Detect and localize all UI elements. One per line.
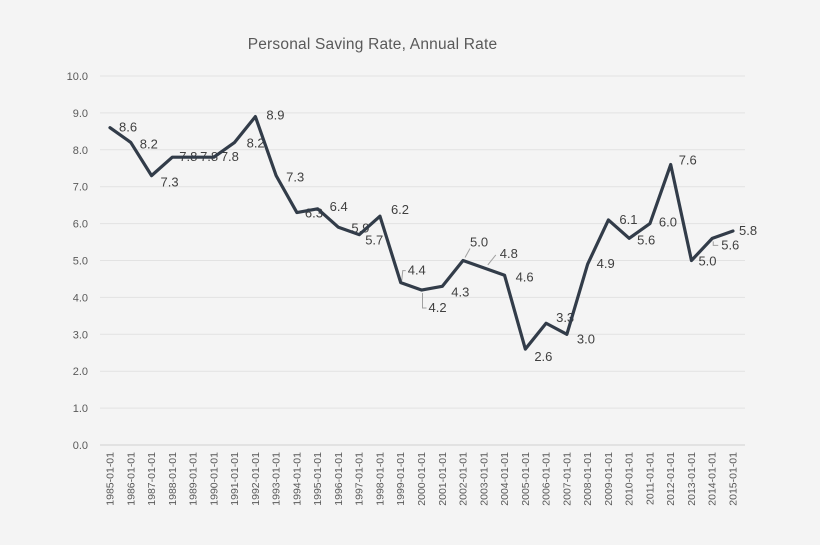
- y-axis-tick-label: 1.0: [73, 403, 88, 415]
- chart-title: Personal Saving Rate, Annual Rate: [247, 36, 498, 53]
- x-axis-tick-label: 2011-01-01: [644, 452, 656, 505]
- x-axis-tick-label: 1988-01-01: [167, 452, 179, 506]
- x-axis-tick-label: 2007-01-01: [561, 452, 573, 506]
- x-axis-tick-label: 2015-01-01: [728, 452, 740, 506]
- data-label: 6.4: [330, 199, 348, 214]
- label-leader-line: [464, 248, 471, 258]
- x-axis-tick-label: 2006-01-01: [541, 452, 553, 506]
- x-axis-tick-label: 1997-01-01: [354, 452, 366, 506]
- data-label: 4.8: [500, 246, 518, 261]
- x-axis-tick-label: 2009-01-01: [603, 452, 615, 506]
- data-label: 8.2: [140, 136, 158, 151]
- x-axis-tick-label: 1998-01-01: [374, 452, 386, 506]
- x-axis-tick-label: 2004-01-01: [499, 452, 511, 506]
- x-axis-tick-label: 1993-01-01: [271, 452, 283, 506]
- label-leader-line: [401, 270, 406, 281]
- data-label: 4.3: [451, 284, 469, 299]
- x-axis-tick-label: 2003-01-01: [478, 452, 490, 506]
- data-label: 4.6: [516, 269, 534, 284]
- data-label: 7.3: [161, 175, 179, 190]
- y-axis-tick-label: 0.0: [73, 440, 88, 452]
- x-axis-tick-label: 2001-01-01: [437, 452, 449, 506]
- data-label: 5.6: [721, 237, 739, 252]
- data-label: 6.2: [391, 202, 409, 217]
- data-label: 4.9: [597, 256, 615, 271]
- data-label: 4.2: [429, 300, 447, 315]
- label-leader-line: [422, 293, 427, 309]
- x-axis-tick-label: 2000-01-01: [416, 452, 428, 506]
- label-leader-line: [487, 254, 497, 266]
- data-label: 5.0: [698, 254, 716, 269]
- data-label: 8.2: [247, 135, 265, 150]
- x-axis-tick-label: 1985-01-01: [105, 452, 117, 506]
- data-label: 5.6: [637, 232, 655, 247]
- y-axis-tick-label: 4.0: [73, 292, 88, 304]
- y-axis-tick-label: 9.0: [73, 108, 88, 120]
- x-axis-tick-label: 1990-01-01: [208, 452, 220, 506]
- x-axis-tick-label: 1987-01-01: [146, 452, 158, 506]
- x-axis-tick-label: 1994-01-01: [291, 452, 303, 506]
- y-axis-tick-label: 3.0: [73, 329, 88, 341]
- y-axis-tick-label: 6.0: [73, 219, 88, 231]
- data-label: 2.6: [534, 349, 552, 364]
- x-axis-tick-label: 1991-01-01: [229, 452, 241, 506]
- data-label: 8.9: [266, 108, 284, 123]
- data-label: 5.7: [365, 233, 383, 248]
- data-label: 8.6: [119, 120, 137, 135]
- data-label: 6.1: [619, 212, 637, 227]
- data-label: 6.0: [659, 215, 677, 230]
- data-label: 4.4: [408, 263, 426, 278]
- y-axis-tick-label: 5.0: [73, 256, 88, 268]
- x-axis-tick-label: 1999-01-01: [395, 452, 407, 506]
- x-axis-tick-label: 2002-01-01: [458, 452, 470, 506]
- x-axis-tick-label: 1986-01-01: [125, 452, 137, 506]
- data-label: 7.8: [221, 149, 239, 164]
- y-axis-tick-label: 7.0: [73, 182, 88, 194]
- x-axis-tick-label: 2010-01-01: [624, 452, 636, 506]
- x-axis-tick-label: 2013-01-01: [686, 452, 698, 506]
- y-axis-tick-label: 8.0: [73, 145, 88, 157]
- x-axis-tick-label: 2014-01-01: [707, 452, 719, 506]
- x-axis-tick-label: 1995-01-01: [312, 452, 324, 506]
- x-axis-tick-label: 1996-01-01: [333, 452, 345, 506]
- label-leader-line: [712, 241, 719, 246]
- x-axis-tick-label: 1992-01-01: [250, 452, 262, 506]
- data-label: 5.8: [739, 223, 757, 238]
- x-axis-tick-label: 1989-01-01: [188, 452, 200, 506]
- x-axis-tick-label: 2012-01-01: [665, 452, 677, 506]
- y-axis-tick-label: 2.0: [73, 366, 88, 378]
- data-label: 7.3: [286, 170, 304, 185]
- data-label: 5.0: [470, 235, 488, 250]
- x-axis-tick-label: 2005-01-01: [520, 452, 532, 506]
- data-label: 3.0: [577, 331, 595, 346]
- data-label: 7.6: [679, 153, 697, 168]
- series-line: [108, 114, 735, 351]
- y-axis-tick-label: 10.0: [67, 71, 88, 83]
- x-axis-tick-label: 2008-01-01: [582, 452, 594, 506]
